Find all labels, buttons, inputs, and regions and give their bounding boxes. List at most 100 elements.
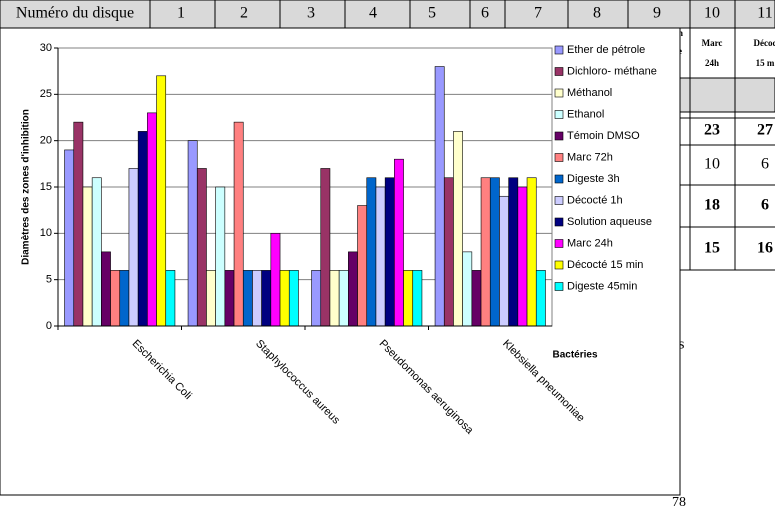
bar bbox=[119, 270, 130, 327]
legend-label: Ethanol bbox=[567, 108, 604, 120]
gray-row bbox=[679, 77, 775, 113]
legend-swatch bbox=[554, 217, 564, 227]
chart: Diamètres des zones d'inhibition Bactéri… bbox=[0, 27, 681, 496]
bar bbox=[101, 251, 111, 327]
bar bbox=[480, 177, 491, 327]
legend-label: Décocté 1h bbox=[567, 194, 623, 206]
bar bbox=[156, 75, 167, 327]
legend-swatch bbox=[554, 174, 564, 184]
table-header: 6 bbox=[481, 5, 489, 22]
bar bbox=[348, 251, 358, 327]
y-tick-label: 0 bbox=[46, 320, 52, 332]
legend-swatch bbox=[554, 45, 564, 55]
bar bbox=[508, 177, 519, 327]
bar bbox=[526, 177, 537, 327]
legend-label: Ether de pétrole bbox=[567, 44, 645, 56]
table-cell: 6 bbox=[761, 156, 769, 173]
table-header: 2 bbox=[240, 5, 248, 22]
y-tick-label: 15 bbox=[40, 181, 52, 193]
legend-label: Digeste 3h bbox=[567, 173, 620, 185]
legend-swatch bbox=[554, 282, 564, 291]
table-cell: 6 bbox=[761, 197, 769, 214]
table-header: 9 bbox=[653, 5, 661, 22]
bar bbox=[64, 149, 75, 327]
y-axis-label: Diamètres des zones d'inhibition bbox=[21, 109, 32, 265]
table-cell: 15 bbox=[704, 240, 720, 257]
bar bbox=[73, 121, 84, 327]
legend-swatch bbox=[554, 88, 564, 98]
bar bbox=[434, 66, 445, 327]
legend-label: Marc 72h bbox=[567, 151, 613, 163]
table-subheader: 24h bbox=[705, 58, 719, 68]
y-tick-label: 20 bbox=[40, 135, 52, 147]
bar bbox=[535, 270, 546, 327]
bar bbox=[165, 270, 176, 327]
bar bbox=[366, 177, 377, 327]
bar bbox=[215, 186, 226, 327]
bar bbox=[147, 112, 157, 327]
bar bbox=[288, 270, 299, 327]
legend-swatch bbox=[554, 239, 564, 248]
page-number: 78 bbox=[672, 495, 686, 510]
legend-label: Décocté 15 min bbox=[567, 259, 643, 271]
bar bbox=[489, 177, 500, 327]
bar bbox=[270, 233, 281, 327]
bar bbox=[279, 270, 290, 327]
table-cell: 10 bbox=[704, 156, 720, 173]
x-axis-label: Bactéries bbox=[552, 350, 597, 361]
table-subheader: 15 m bbox=[756, 58, 775, 68]
bar bbox=[187, 140, 198, 327]
bar bbox=[443, 177, 454, 327]
bar bbox=[329, 270, 340, 327]
table-header: 5 bbox=[428, 5, 436, 22]
table-cell: 18 bbox=[704, 197, 720, 214]
bar bbox=[252, 270, 262, 327]
bar bbox=[224, 270, 235, 327]
bar bbox=[453, 131, 463, 327]
bar bbox=[517, 186, 528, 327]
bar bbox=[471, 270, 482, 327]
legend-label: Digeste 45min bbox=[567, 280, 637, 292]
y-tick-label: 30 bbox=[40, 42, 52, 54]
bar bbox=[206, 270, 216, 327]
legend-swatch bbox=[554, 110, 564, 119]
legend-swatch bbox=[554, 67, 564, 76]
bar bbox=[128, 168, 139, 327]
bar bbox=[91, 177, 102, 327]
table-header: Numéro du disque bbox=[16, 5, 134, 22]
bar bbox=[462, 251, 473, 327]
legend-label: Dichloro- méthane bbox=[567, 65, 657, 77]
table-header: 8 bbox=[593, 5, 601, 22]
legend-swatch bbox=[554, 260, 564, 270]
bar bbox=[110, 270, 121, 327]
bar bbox=[499, 195, 509, 327]
table-cell: 16 bbox=[757, 240, 773, 257]
legend-label: Solution aqueuse bbox=[567, 216, 652, 228]
text-fragment: n bbox=[678, 28, 683, 38]
bar bbox=[311, 270, 322, 327]
bar bbox=[196, 168, 207, 327]
table-subheader: Décoc bbox=[754, 38, 775, 48]
table-cell: 23 bbox=[704, 122, 720, 139]
table-header: 7 bbox=[534, 5, 542, 22]
bar bbox=[384, 177, 395, 327]
bar bbox=[320, 168, 331, 327]
table-cell: 27 bbox=[757, 122, 773, 139]
bar bbox=[338, 270, 349, 327]
table-header: 11 bbox=[757, 5, 772, 22]
legend-swatch bbox=[554, 153, 564, 162]
legend-swatch bbox=[554, 131, 564, 141]
table-subheader: Marc bbox=[702, 38, 723, 48]
bar bbox=[403, 270, 414, 327]
y-tick-label: 10 bbox=[40, 227, 52, 239]
bar bbox=[82, 186, 93, 327]
bar bbox=[412, 270, 423, 327]
bar bbox=[375, 186, 386, 327]
bar bbox=[394, 158, 404, 327]
table-header: 3 bbox=[307, 5, 315, 22]
legend-label: Marc 24h bbox=[567, 237, 613, 249]
bar bbox=[261, 270, 272, 327]
bar bbox=[233, 121, 244, 327]
